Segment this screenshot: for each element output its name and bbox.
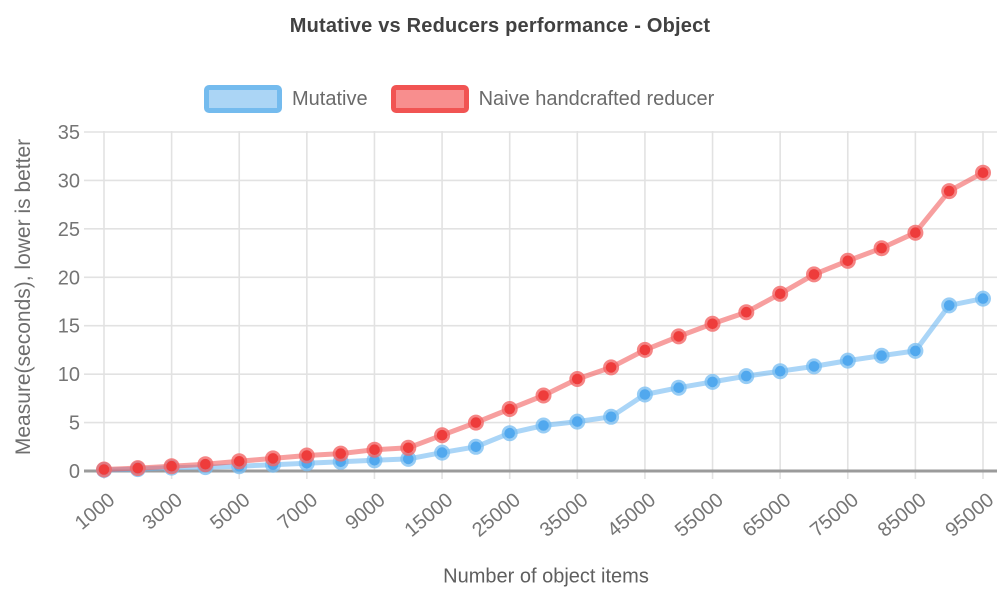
x-tick-label: 45000 <box>603 489 660 542</box>
legend-item-mutative[interactable]: Mutative <box>204 85 368 113</box>
y-tick-label: 0 <box>69 461 80 483</box>
data-point-naive-handcrafted-reducer <box>808 269 820 280</box>
data-point-naive-handcrafted-reducer <box>233 456 245 467</box>
data-point-naive-handcrafted-reducer <box>572 373 583 385</box>
legend: Mutative Naive handcrafted reducer <box>204 85 714 113</box>
data-point-mutative <box>369 455 380 466</box>
data-point-naive-handcrafted-reducer <box>876 242 887 254</box>
data-point-mutative <box>504 427 515 439</box>
x-tick-label: 1000 <box>71 489 119 534</box>
data-point-mutative <box>639 389 651 400</box>
data-point-naive-handcrafted-reducer <box>943 185 955 197</box>
legend-swatch-naive-reducer <box>390 85 469 113</box>
y-tick-label: 30 <box>58 170 80 192</box>
data-point-naive-handcrafted-reducer <box>200 458 211 470</box>
data-point-mutative <box>707 376 718 388</box>
data-point-naive-handcrafted-reducer <box>741 306 752 318</box>
legend-item-naive-reducer[interactable]: Naive handcrafted reducer <box>390 85 715 113</box>
data-point-naive-handcrafted-reducer <box>470 417 482 428</box>
legend-label-naive-reducer: Naive handcrafted reducer <box>478 87 715 110</box>
data-point-mutative <box>842 355 854 366</box>
x-tick-label: 25000 <box>468 489 525 542</box>
data-point-naive-handcrafted-reducer <box>673 331 684 342</box>
data-point-mutative <box>977 293 989 304</box>
x-tick-label: 75000 <box>806 489 863 542</box>
data-point-naive-handcrafted-reducer <box>639 344 651 356</box>
y-tick-label: 35 <box>58 122 80 144</box>
data-point-mutative <box>673 382 684 394</box>
data-point-naive-handcrafted-reducer <box>910 227 921 238</box>
data-point-naive-handcrafted-reducer <box>774 288 786 300</box>
data-point-naive-handcrafted-reducer <box>301 450 313 461</box>
x-tick-label: 5000 <box>206 489 254 534</box>
data-point-naive-handcrafted-reducer <box>98 464 110 475</box>
x-tick-label: 65000 <box>739 489 796 542</box>
data-point-naive-handcrafted-reducer <box>842 255 854 267</box>
y-tick-label: 20 <box>58 267 80 289</box>
y-tick-label: 10 <box>58 364 80 386</box>
data-point-mutative <box>910 345 921 357</box>
data-point-naive-handcrafted-reducer <box>369 444 380 456</box>
y-tick-label: 25 <box>58 219 80 241</box>
data-point-mutative <box>403 453 414 465</box>
data-point-naive-handcrafted-reducer <box>436 429 448 441</box>
x-tick-label: 7000 <box>274 489 322 534</box>
data-point-mutative <box>605 411 617 423</box>
y-tick-label: 5 <box>69 413 80 435</box>
data-point-naive-handcrafted-reducer <box>403 442 414 454</box>
series-line-mutative <box>101 296 986 473</box>
data-point-mutative <box>470 441 482 453</box>
data-point-naive-handcrafted-reducer <box>335 448 347 459</box>
x-tick-label: 9000 <box>341 489 389 534</box>
y-tick-label: 15 <box>58 316 80 338</box>
data-point-mutative <box>808 361 820 372</box>
x-tick-label: 85000 <box>874 489 931 542</box>
data-point-naive-handcrafted-reducer <box>605 362 617 373</box>
x-tick-label: 95000 <box>941 489 998 542</box>
data-point-naive-handcrafted-reducer <box>132 462 144 474</box>
data-point-naive-handcrafted-reducer <box>538 390 549 401</box>
data-point-mutative <box>572 416 583 427</box>
x-tick-label: 35000 <box>536 489 593 542</box>
data-point-mutative <box>943 300 955 311</box>
chart-title: Mutative vs Reducers performance - Objec… <box>289 15 711 37</box>
x-tick-label: 55000 <box>671 489 728 542</box>
data-point-mutative <box>538 420 549 431</box>
legend-swatch-mutative <box>204 85 282 113</box>
legend-label-mutative: Mutative <box>292 87 368 110</box>
data-point-naive-handcrafted-reducer <box>977 167 989 178</box>
data-point-naive-handcrafted-reducer <box>166 460 177 472</box>
x-tick-label: 3000 <box>139 489 187 534</box>
x-tick-label: 15000 <box>401 489 458 542</box>
data-point-mutative <box>774 365 786 377</box>
x-axis-title: Number of object items <box>443 565 649 588</box>
data-point-mutative <box>876 350 887 362</box>
data-point-mutative <box>741 370 752 382</box>
data-point-naive-handcrafted-reducer <box>707 318 718 330</box>
data-point-naive-handcrafted-reducer <box>504 403 515 415</box>
data-point-naive-handcrafted-reducer <box>267 453 279 464</box>
data-point-mutative <box>436 447 448 458</box>
